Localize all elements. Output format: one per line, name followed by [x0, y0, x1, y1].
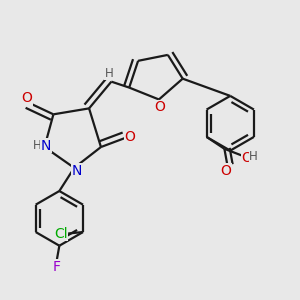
- Text: O: O: [124, 130, 136, 144]
- Text: O: O: [220, 164, 231, 178]
- Text: O: O: [241, 151, 252, 165]
- Text: N: N: [72, 164, 83, 178]
- Text: N: N: [41, 139, 51, 152]
- Text: O: O: [21, 91, 32, 105]
- Text: H: H: [249, 150, 258, 163]
- Text: Cl: Cl: [54, 226, 68, 241]
- Text: O: O: [154, 100, 165, 114]
- Text: F: F: [52, 260, 60, 274]
- Text: H: H: [33, 139, 41, 152]
- Text: H: H: [105, 67, 113, 80]
